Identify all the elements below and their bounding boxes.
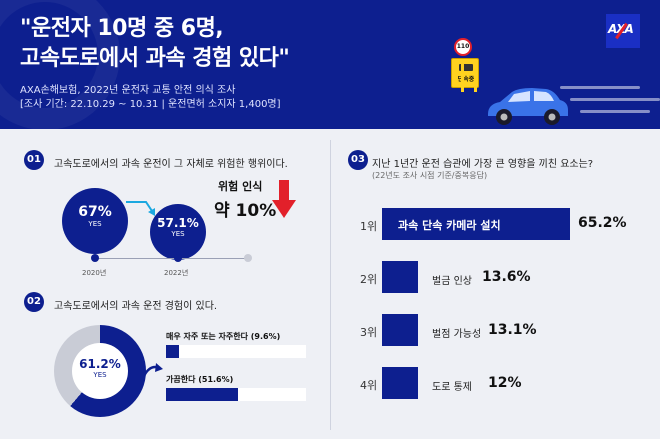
rank-2-bar xyxy=(382,261,418,293)
section-1-number: 01 xyxy=(24,150,44,170)
curved-arrow-icon xyxy=(142,363,163,377)
rank-3-label: 3위 xyxy=(360,326,378,339)
drop-value: 약 10% xyxy=(214,201,277,221)
sign-post xyxy=(461,62,464,92)
trend-arrow-icon xyxy=(126,201,155,216)
section-2-question: 고속도로에서의 과속 운전 경험이 있다. xyxy=(54,301,218,312)
timeline-dot-2022 xyxy=(174,254,182,262)
sign-text: 단속중 xyxy=(457,76,475,83)
freq-label-sometimes: 가끔한다 (51.6%) xyxy=(166,375,234,384)
circle-2020: 67% YES xyxy=(62,188,128,254)
rank-2-text: 벌금 인상 xyxy=(432,276,472,287)
page-title: "운전자 10명 중 6명, 고속도로에서 과속 경험 있다" xyxy=(20,14,290,74)
rank-3-bar xyxy=(382,314,418,346)
speed-line xyxy=(570,98,660,101)
speed-limit-sign-icon: 110 xyxy=(454,38,472,56)
axa-logo: AXA xyxy=(606,14,640,48)
yes-2022: YES xyxy=(171,230,185,238)
rank-3-text: 벌점 가능성 xyxy=(432,329,482,340)
rank-4-pct: 12% xyxy=(488,375,522,391)
page-subtitle: AXA손해보험, 2022년 운전자 교통 안전 의식 조사 [조사 기간: 2… xyxy=(20,84,281,112)
drop-label: 위험 인식 xyxy=(218,180,263,193)
title-line-2: 고속도로에서 과속 경험 있다" xyxy=(20,46,290,71)
section-3-note: (22년도 조사 시점 기준/중복응답) xyxy=(372,171,488,180)
donut-chart: 61.2% YES xyxy=(54,325,146,417)
speed-line xyxy=(580,110,650,113)
rank-2-label: 2위 xyxy=(360,273,378,286)
pct-2020: 67% xyxy=(78,204,112,220)
column-divider xyxy=(330,140,331,430)
section-3-number: 03 xyxy=(348,150,368,170)
subtitle-line-1: AXA손해보험, 2022년 운전자 교통 안전 의식 조사 xyxy=(20,85,236,96)
donut-center: 61.2% YES xyxy=(72,343,128,399)
timeline-dot-future xyxy=(244,254,252,262)
year-label-2020: 2020년 xyxy=(82,269,107,277)
speed-line xyxy=(560,86,640,89)
freq-bar-frequent xyxy=(166,345,180,358)
year-label-2022: 2022년 xyxy=(164,269,189,277)
yes-2020: YES xyxy=(88,220,102,228)
donut-yes: YES xyxy=(93,371,107,379)
timeline-line xyxy=(95,258,249,259)
subtitle-line-2: [조사 기간: 22.10.29 ~ 10.31 | 운전면허 소지자 1,40… xyxy=(20,99,281,110)
section-1-question: 고속도로에서의 과속 운전이 그 자체로 위험한 행위이다. xyxy=(54,159,288,170)
freq-bar-sometimes xyxy=(166,388,239,401)
down-arrow-icon xyxy=(272,180,296,218)
freq-track-sometimes xyxy=(166,388,306,401)
section-2-number: 02 xyxy=(24,292,44,312)
circle-2022: 57.1% YES xyxy=(150,204,206,260)
title-line-1: "운전자 10명 중 6명, xyxy=(20,16,224,41)
section-3-question: 지난 1년간 운전 습관에 가장 큰 영향을 끼친 요소는? xyxy=(372,159,594,170)
camera-icon xyxy=(459,64,473,71)
rank-3-pct: 13.1% xyxy=(488,322,537,338)
header-banner: "운전자 10명 중 6명, 고속도로에서 과속 경험 있다" AXA손해보험,… xyxy=(0,0,660,129)
pct-2022: 57.1% xyxy=(157,216,199,230)
rank-1-bar: 과속 단속 카메라 설치 xyxy=(382,208,570,240)
rank-1-pct: 65.2% xyxy=(578,215,627,231)
rank-4-bar xyxy=(382,367,418,399)
car-icon xyxy=(488,88,568,125)
freq-label-frequent: 매우 자주 또는 자주한다 (9.6%) xyxy=(166,332,281,341)
rank-2-pct: 13.6% xyxy=(482,269,531,285)
timeline-dot-2020 xyxy=(91,254,99,262)
sign-post xyxy=(474,62,477,92)
donut-pct: 61.2% xyxy=(79,357,121,371)
freq-track-frequent xyxy=(166,345,306,358)
rank-1-label: 1위 xyxy=(360,220,378,233)
rank-1-text: 과속 단속 카메라 설치 xyxy=(398,219,501,232)
rank-4-text: 도로 통제 xyxy=(432,382,472,393)
rank-4-label: 4위 xyxy=(360,379,378,392)
